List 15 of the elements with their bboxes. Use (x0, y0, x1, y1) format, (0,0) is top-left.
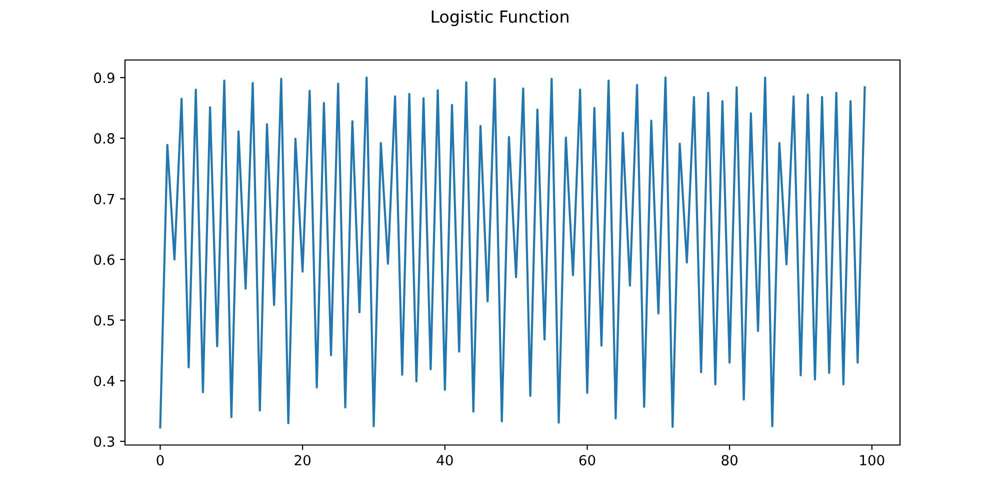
x-tick-label: 0 (156, 454, 164, 466)
x-tick-label: 100 (860, 454, 884, 466)
x-tick-label: 40 (436, 454, 453, 466)
y-tick-label: 0.7 (94, 194, 114, 204)
y-tick-label: 0.9 (94, 72, 114, 84)
y-tick-label: 0.3 (94, 436, 114, 447)
y-tick-label: 0.8 (94, 133, 114, 144)
x-tick-label: 80 (722, 454, 738, 466)
y-tick-label: 0.4 (94, 376, 114, 386)
x-tick-label: 20 (294, 454, 310, 466)
x-tick-label: 60 (579, 454, 596, 466)
line-series (159, 76, 866, 428)
y-tick-label: 0.5 (94, 315, 114, 326)
y-tick-label: 0.6 (94, 254, 114, 265)
chart-title: Logistic Function (432, 10, 568, 26)
